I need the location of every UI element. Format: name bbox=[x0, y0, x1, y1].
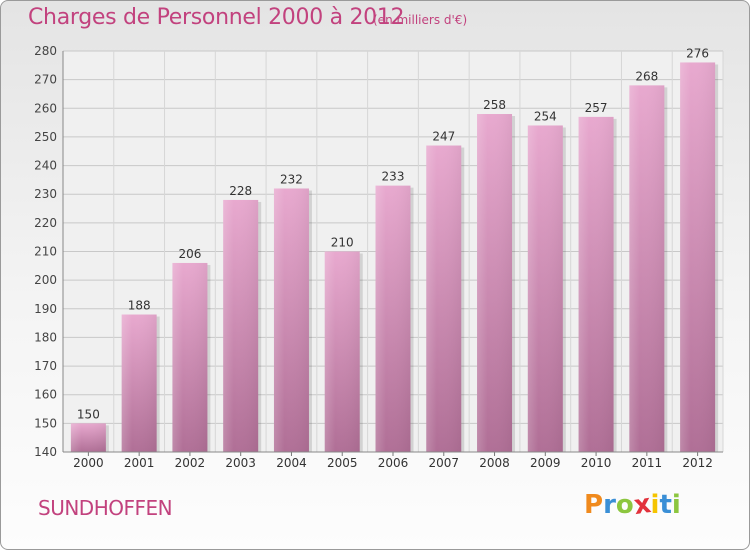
y-tick-label: 210 bbox=[34, 245, 57, 259]
y-tick-label: 190 bbox=[34, 302, 57, 316]
bar-sheen bbox=[680, 62, 716, 452]
bar-group bbox=[527, 125, 566, 452]
bar-layer bbox=[70, 62, 719, 452]
y-tick-label: 140 bbox=[34, 445, 57, 459]
y-tick-label: 240 bbox=[34, 159, 57, 173]
x-tick-label: 2009 bbox=[530, 456, 561, 470]
bar-group bbox=[578, 116, 617, 452]
bar-sheen bbox=[172, 262, 208, 452]
bar-group bbox=[273, 188, 312, 452]
data-label: 233 bbox=[382, 170, 405, 184]
logo-letter: o bbox=[615, 490, 634, 520]
x-tick-label: 2012 bbox=[682, 456, 713, 470]
bar-group bbox=[70, 423, 109, 452]
chart-subtitle: (en milliers d'€) bbox=[373, 13, 468, 27]
y-tick-label: 150 bbox=[34, 416, 57, 430]
data-label: 206 bbox=[178, 247, 201, 261]
y-tick-label: 260 bbox=[34, 101, 57, 115]
bar-sheen bbox=[273, 188, 309, 452]
x-tick-label: 2007 bbox=[428, 456, 459, 470]
bar-sheen bbox=[426, 145, 462, 452]
y-tick-label: 250 bbox=[34, 130, 57, 144]
proxiti-logo: Proxiti bbox=[584, 488, 681, 522]
data-label: 258 bbox=[483, 98, 506, 112]
bar-group bbox=[172, 262, 211, 452]
bar-sheen bbox=[629, 85, 665, 452]
y-tick-label: 160 bbox=[34, 388, 57, 402]
data-label: 254 bbox=[534, 109, 557, 123]
x-tick-label: 2008 bbox=[479, 456, 510, 470]
data-label: 232 bbox=[280, 172, 303, 186]
bar-sheen bbox=[121, 314, 157, 452]
x-tick-label: 2011 bbox=[632, 456, 663, 470]
data-label: 188 bbox=[128, 299, 151, 313]
y-tick-label: 220 bbox=[34, 216, 57, 230]
data-label: 268 bbox=[635, 69, 658, 83]
x-tick-label: 2003 bbox=[225, 456, 256, 470]
axis-layer: 140 150 160 170 180 190 200 210 220 230 240 250 260 2… bbox=[34, 44, 723, 470]
commune-name: SUNDHOFFEN bbox=[38, 496, 173, 520]
x-tick-label: 2000 bbox=[73, 456, 104, 470]
bar-group bbox=[477, 114, 516, 452]
y-tick-label: 180 bbox=[34, 330, 57, 344]
data-label: 228 bbox=[229, 184, 252, 198]
y-tick-label: 170 bbox=[34, 359, 57, 373]
logo-letter: P bbox=[584, 490, 604, 520]
bar-sheen bbox=[70, 423, 106, 452]
logo-letter: i bbox=[650, 490, 660, 520]
bar-group bbox=[426, 145, 465, 452]
chart-title: Charges de Personnel 2000 à 2012 bbox=[28, 5, 405, 30]
x-tick-label: 2001 bbox=[124, 456, 155, 470]
y-tick-label: 230 bbox=[34, 187, 57, 201]
y-tick-label: 280 bbox=[34, 44, 57, 58]
bar-group bbox=[629, 85, 668, 452]
data-label: 210 bbox=[331, 236, 354, 250]
bar-sheen bbox=[477, 114, 513, 452]
logo-letter: t bbox=[659, 490, 672, 520]
bar-sheen bbox=[578, 116, 614, 452]
bar-group bbox=[121, 314, 160, 452]
bar-group bbox=[680, 62, 719, 452]
bar-group bbox=[324, 251, 363, 452]
data-label: 150 bbox=[77, 407, 100, 421]
bar-group bbox=[223, 199, 262, 452]
logo-letter: r bbox=[603, 490, 616, 520]
data-label: 257 bbox=[585, 101, 608, 115]
y-tick-label: 200 bbox=[34, 273, 57, 287]
bar-sheen bbox=[223, 199, 259, 452]
x-tick-label: 2006 bbox=[378, 456, 409, 470]
x-tick-label: 2010 bbox=[581, 456, 612, 470]
bar-sheen bbox=[375, 185, 411, 452]
x-tick-label: 2005 bbox=[327, 456, 358, 470]
y-tick-label: 270 bbox=[34, 73, 57, 87]
logo-letter: i bbox=[671, 490, 681, 520]
logo-letter: x bbox=[631, 488, 653, 522]
x-tick-label: 2004 bbox=[276, 456, 307, 470]
bar-sheen bbox=[527, 125, 563, 452]
data-label: 247 bbox=[432, 130, 455, 144]
bar-group bbox=[375, 185, 414, 452]
bar-sheen bbox=[324, 251, 360, 452]
x-tick-label: 2002 bbox=[175, 456, 206, 470]
data-label: 276 bbox=[686, 46, 709, 60]
